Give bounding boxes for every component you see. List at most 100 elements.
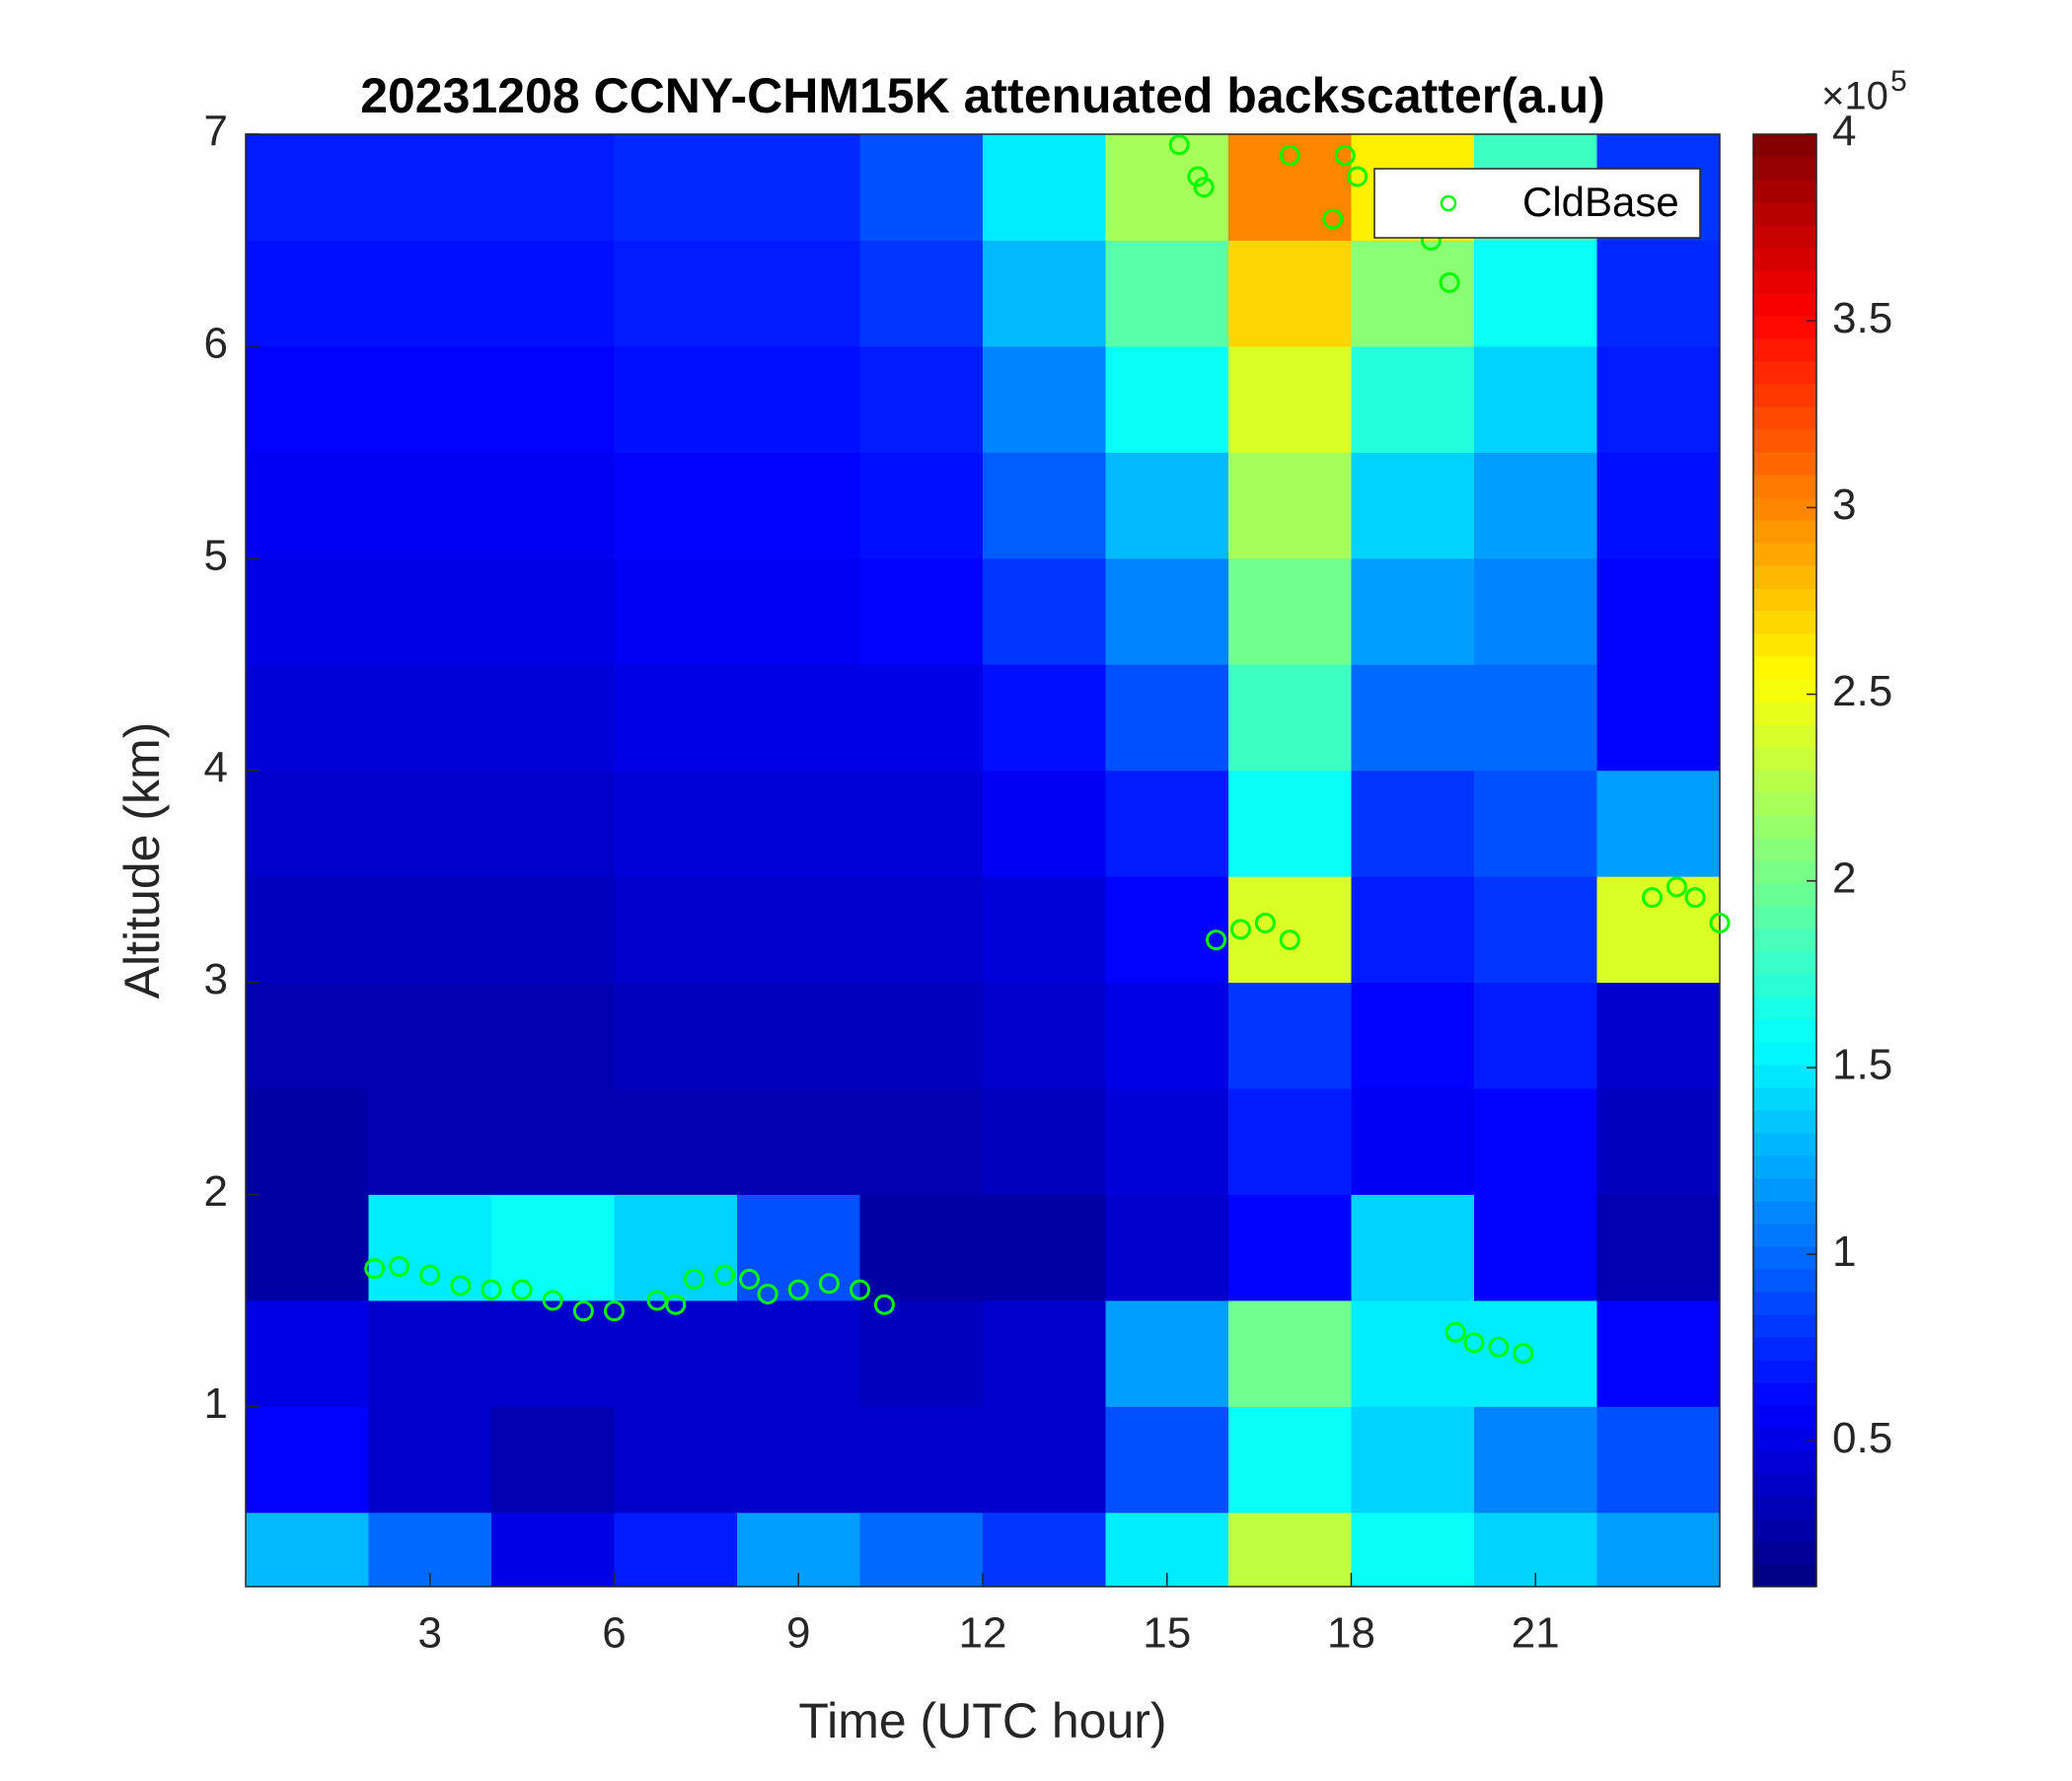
cloud-base-point xyxy=(1665,876,1687,898)
heatmap-cell xyxy=(491,1512,615,1588)
heatmap-cell xyxy=(246,982,369,1089)
colorbar-step xyxy=(1753,475,1816,498)
heatmap-cell xyxy=(1228,557,1352,665)
cloud-base-point xyxy=(1206,929,1227,951)
y-tick-label: 1 xyxy=(204,1379,228,1428)
heatmap-cell xyxy=(246,345,369,453)
cloud-base-point xyxy=(389,1256,410,1278)
cloud-base-point xyxy=(1279,929,1300,951)
heatmap-cell xyxy=(246,1512,369,1588)
heatmap-cell xyxy=(1228,770,1352,877)
cloud-base-point xyxy=(364,1258,386,1280)
heatmap-cell xyxy=(1105,982,1229,1089)
heatmap-cell xyxy=(368,134,492,241)
cloud-base-point xyxy=(850,1279,870,1300)
heatmap-cell xyxy=(1228,240,1352,347)
heatmap-cell xyxy=(368,345,492,453)
heatmap-cell xyxy=(1596,240,1721,347)
colorbar-step xyxy=(1753,565,1816,589)
heatmap-cell xyxy=(368,240,492,347)
cloud-base-point xyxy=(419,1264,441,1286)
heatmap-cell xyxy=(1474,240,1597,347)
colorbar-step xyxy=(1753,1382,1816,1406)
colorbar-step xyxy=(1753,1155,1816,1179)
colorbar-step xyxy=(1753,293,1816,317)
y-tick-label: 3 xyxy=(204,955,228,1003)
colorbar-step xyxy=(1753,633,1816,657)
heatmap-cell xyxy=(1351,1406,1475,1514)
colorbar-step xyxy=(1753,1337,1816,1361)
colorbar-step xyxy=(1753,747,1816,771)
cloud-base-point xyxy=(1439,271,1460,293)
heatmap-cell xyxy=(983,240,1106,347)
heatmap-cell xyxy=(859,770,984,877)
colorbar-step xyxy=(1753,1473,1816,1497)
heatmap-cell xyxy=(491,1088,615,1195)
heatmap-cell xyxy=(859,876,984,984)
cloud-base-point xyxy=(1684,887,1706,909)
heatmap-cell xyxy=(1596,1088,1721,1195)
cloud-base-point xyxy=(1187,166,1209,187)
heatmap-cell xyxy=(983,1088,1106,1195)
colorbar-step xyxy=(1753,520,1816,544)
heatmap-cell xyxy=(614,664,738,772)
heatmap-cell xyxy=(246,1194,369,1301)
y-tick-label: 7 xyxy=(204,108,228,156)
cloud-base-point xyxy=(1709,912,1731,933)
cloud-base-point xyxy=(1279,144,1300,166)
heatmap-cell xyxy=(1228,1299,1352,1407)
colorbar-step xyxy=(1753,338,1816,362)
heatmap-cell xyxy=(859,1299,984,1407)
heatmap-cell xyxy=(1351,770,1475,877)
colorbar-tick-label: 3 xyxy=(1832,481,1856,529)
heatmap-cell xyxy=(859,557,984,665)
heatmap-cell xyxy=(1351,240,1475,347)
heatmap-cell xyxy=(1351,664,1475,772)
heatmap-cell xyxy=(368,664,492,772)
heatmap-cell xyxy=(1596,1406,1721,1514)
heatmap-cell xyxy=(246,240,369,347)
x-tick-label: 9 xyxy=(786,1609,810,1658)
heatmap-cell xyxy=(491,1194,615,1301)
heatmap-cell xyxy=(1105,664,1229,772)
heatmap-cell xyxy=(983,1406,1106,1514)
heatmap-cell xyxy=(737,1088,860,1195)
colorbar-step xyxy=(1753,724,1816,748)
heatmap-cell xyxy=(1474,876,1597,984)
heatmap-cell xyxy=(491,664,615,772)
heatmap-cell xyxy=(1105,1299,1229,1407)
colorbar-step xyxy=(1753,1019,1816,1043)
heatmap-cell xyxy=(1228,664,1352,772)
colorbar-step xyxy=(1753,611,1816,634)
cloud-base-point xyxy=(1347,166,1369,187)
heatmap-cell xyxy=(737,770,860,877)
colorbar-step xyxy=(1753,384,1816,408)
heatmap-cell xyxy=(1474,982,1597,1089)
colorbar-step xyxy=(1753,883,1816,907)
heatmap-cell xyxy=(614,770,738,877)
heatmap-cell xyxy=(1228,1088,1352,1195)
heatmap-cell xyxy=(368,982,492,1089)
heatmap-cell xyxy=(1105,557,1229,665)
heatmap-cell xyxy=(1474,1194,1597,1301)
heatmap-cell xyxy=(1228,1406,1352,1514)
colorbar-step xyxy=(1753,815,1816,839)
heatmap-cell xyxy=(1228,1194,1352,1301)
heatmap-cell xyxy=(1351,982,1475,1089)
colorbar-step xyxy=(1753,1178,1816,1202)
heatmap-cell xyxy=(983,982,1106,1089)
heatmap-cell xyxy=(1596,664,1721,772)
cloud-base-point xyxy=(1513,1343,1534,1365)
heatmap-cell xyxy=(246,770,369,877)
heatmap-cell xyxy=(1105,134,1229,241)
cloud-base-point xyxy=(1168,134,1190,156)
colorbar-step xyxy=(1753,1292,1816,1315)
heatmap-cell xyxy=(983,1299,1106,1407)
colorbar-step xyxy=(1753,1065,1816,1088)
heatmap-cell xyxy=(737,240,860,347)
colorbar-step xyxy=(1753,407,1816,430)
colorbar-step xyxy=(1753,1224,1816,1247)
colorbar-step xyxy=(1753,134,1816,158)
heatmap-cell xyxy=(859,664,984,772)
